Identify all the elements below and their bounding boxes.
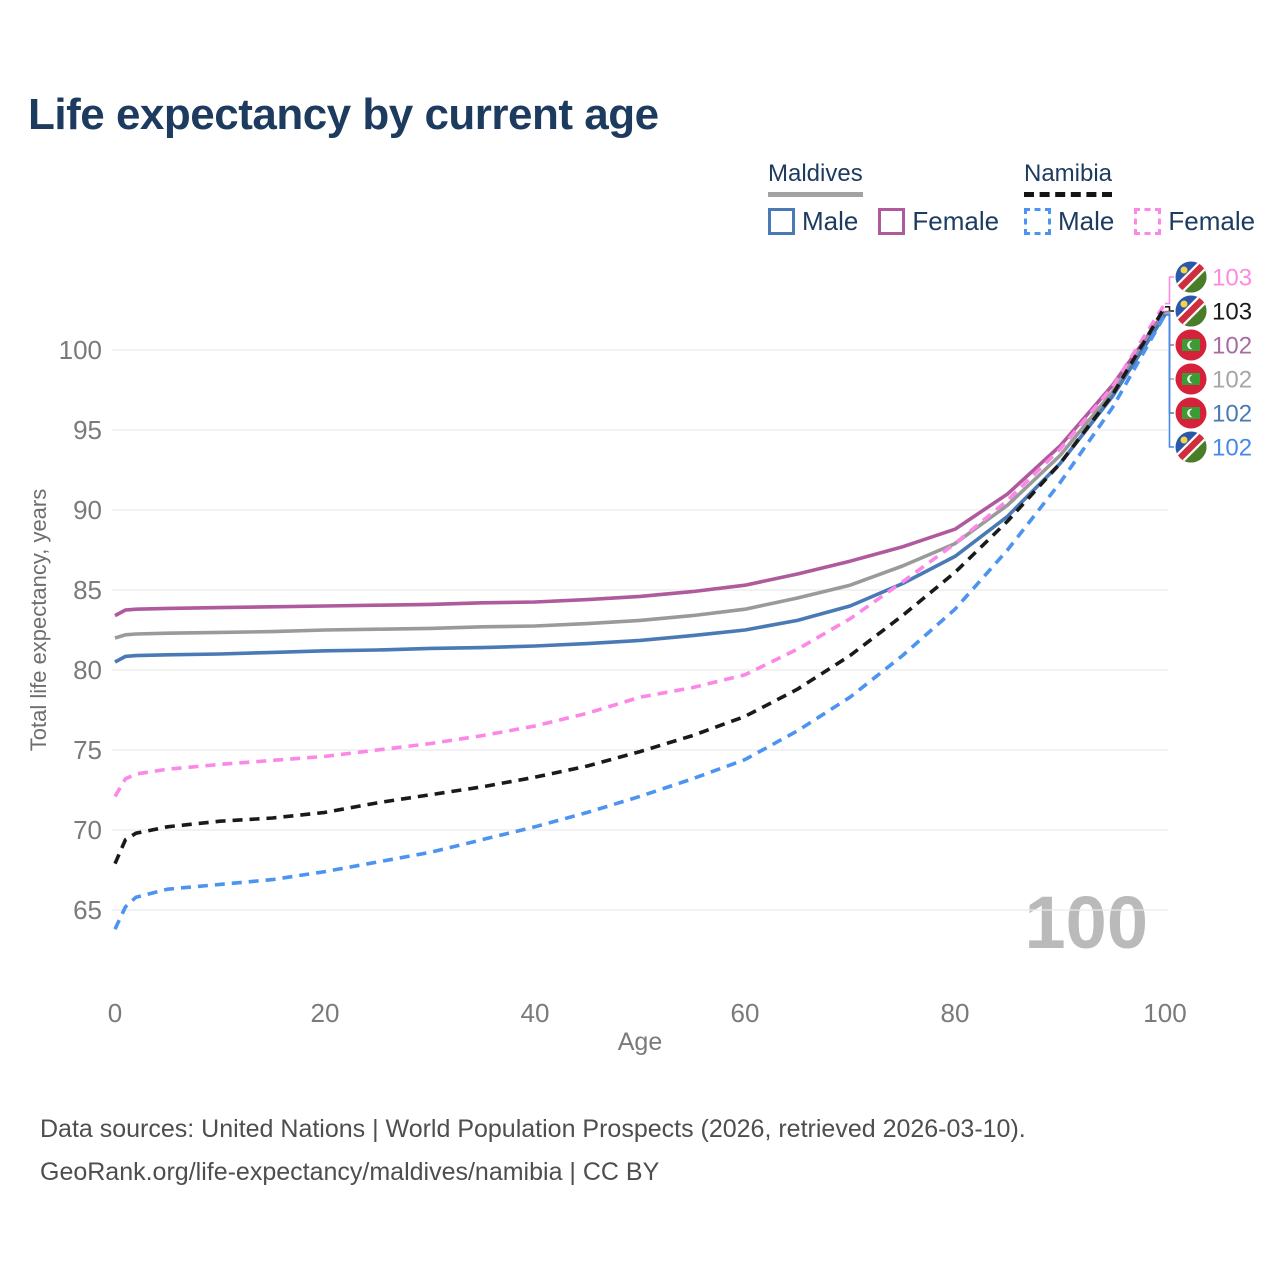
y-tick-label: 65 [73,895,102,925]
y-axis-title: Total life expectancy, years [26,489,51,752]
legend-item-maldives-male[interactable]: Male [768,206,858,237]
namibia-flag-icon [1175,431,1207,463]
leader-line-namibia-male [1165,314,1174,448]
series-line-namibia-both [113,305,1167,865]
x-tick-label: 20 [311,998,340,1028]
series-line-maldives-female-female [114,310,1167,618]
attribution-text: GeoRank.org/life-expectancy/maldives/nam… [40,1158,660,1186]
legend-group-maldives: Maldives Male Female [768,160,999,237]
end-value-label-namibia: 103 [1212,299,1252,326]
x-axis-title: Age [618,1028,662,1056]
legend-item-namibia-male[interactable]: Male [1024,206,1114,237]
end-value-label-namibia-female: 103 [1212,265,1252,292]
x-tick-label: 100 [1143,998,1186,1028]
series-line-namibia-male-male [113,313,1167,930]
end-value-label-namibia-male: 102 [1212,435,1252,462]
y-tick-label: 85 [73,575,102,605]
legend-group-namibia: Namibia Male Female [1024,160,1255,237]
legend-item-maldives-female[interactable]: Female [878,206,999,237]
legend-item-namibia-female[interactable]: Female [1134,206,1255,237]
x-tick-label: 80 [941,998,970,1028]
namibia-male-swatch-icon [1024,208,1051,235]
x-tick-label: 0 [108,998,122,1028]
end-value-label-maldives-female: 102 [1212,333,1252,360]
series-line-namibia-female-female [113,302,1167,798]
legend-country-maldives: Maldives [768,160,863,197]
y-tick-label: 100 [59,335,102,365]
age-watermark: 100 [1025,881,1148,964]
maldives-flag-icon [1175,363,1207,395]
data-sources-text: Data sources: United Nations | World Pop… [40,1115,1026,1143]
namibia-female-swatch-icon [1134,208,1162,235]
legend-item-label: Female [912,206,1000,236]
maldives-flag-icon [1175,329,1207,361]
leader-line-namibia-female [1165,276,1174,305]
y-tick-label: 70 [73,815,102,845]
footer: Data sources: United Nations | World Pop… [40,1108,1026,1194]
y-tick-label: 90 [73,495,102,525]
legend-item-label: Female [1168,206,1256,236]
leader-line-namibia [1165,306,1174,312]
series-line-maldives-male-male [114,313,1167,664]
x-tick-label: 40 [521,998,550,1028]
end-value-label-maldives-male: 102 [1212,401,1252,428]
series-line-maldives-both [114,312,1167,640]
namibia-flag-icon [1175,295,1207,327]
y-tick-label: 80 [73,655,102,685]
y-tick-label: 75 [73,735,102,765]
end-value-label-maldives: 102 [1212,367,1252,394]
legend-item-label: Male [802,206,859,236]
y-tick-label: 95 [73,415,102,445]
page-title: Life expectancy by current age [28,90,659,139]
namibia-flag-icon [1175,261,1207,293]
maldives-female-swatch-icon [878,208,906,235]
maldives-flag-icon [1175,397,1207,429]
maldives-male-swatch-icon [768,208,795,235]
legend-item-label: Male [1058,206,1115,236]
legend-country-namibia: Namibia [1024,160,1113,197]
x-tick-label: 60 [731,998,760,1028]
